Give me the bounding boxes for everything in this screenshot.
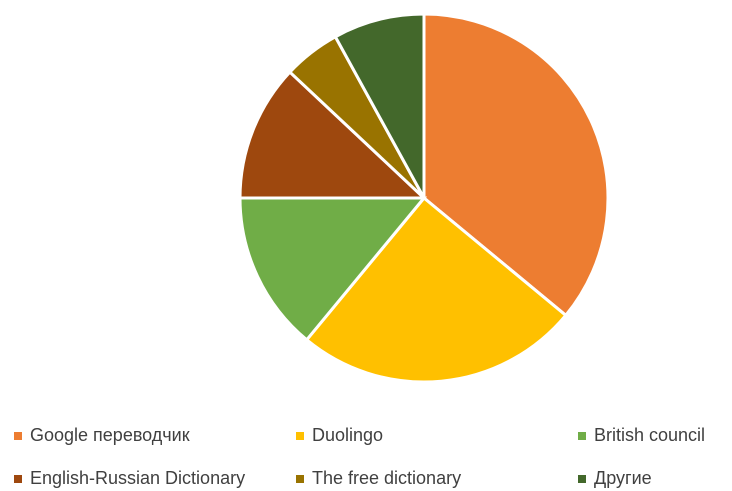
pie-slice [422,12,610,318]
legend-swatch [296,432,304,440]
pie-slice [238,69,428,200]
legend-label: Duolingo [312,425,383,445]
legend-swatch [14,475,22,483]
legend-label: Другие [594,468,652,488]
legend-swatch [14,432,22,440]
legend-swatch [578,432,586,440]
legend-label: Google переводчик [30,425,190,445]
legend-swatch [296,475,304,483]
pie-slice [333,12,426,199]
legend-label: English-Russian Dictionary [30,468,245,488]
legend-label: The free dictionary [312,468,461,488]
legend-swatch [578,475,586,483]
legend-label: British council [594,425,705,445]
pie-slice [238,196,428,342]
pie-slice [304,195,568,384]
